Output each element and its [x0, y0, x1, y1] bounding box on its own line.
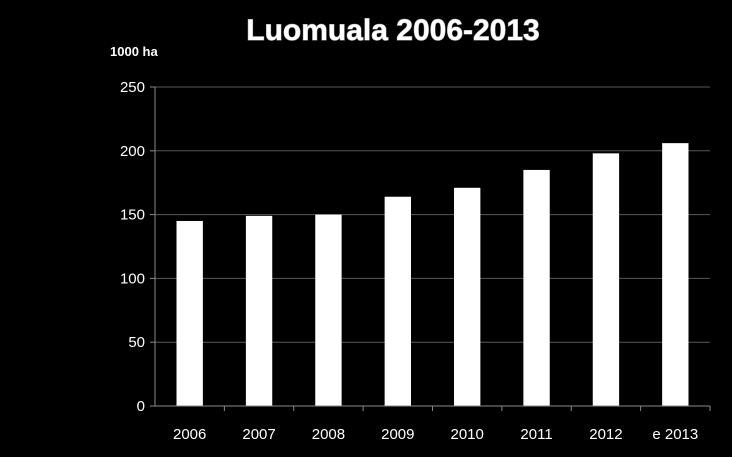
x-tick-label: 2010	[451, 426, 484, 443]
y-axis-unit-label: 1000 ha	[110, 44, 158, 59]
chart-title: Luomuala 2006-2013	[246, 14, 539, 47]
y-tick-label: 100	[120, 270, 145, 287]
bar-2012	[592, 153, 620, 406]
bar-2006	[176, 220, 203, 406]
x-tick-label: 2006	[173, 426, 206, 443]
x-tick-label: 2012	[589, 426, 622, 443]
x-tick-label: 2008	[312, 426, 345, 443]
gridlines	[155, 86, 710, 343]
x-tick-label: 2009	[381, 426, 414, 443]
bar-e-2013	[662, 143, 689, 407]
x-tick-label: e 2013	[652, 426, 698, 443]
y-tick-label: 0	[137, 398, 145, 415]
x-tick-label: 2011	[520, 426, 552, 443]
x-tick-label: 2007	[242, 426, 275, 443]
x-axis-ticks: 2006 2007 2008 2009 2010 2011 2012 e 2013	[173, 406, 711, 443]
bar-2011	[523, 169, 550, 406]
bar-2009	[384, 196, 411, 406]
y-tick-label: 50	[128, 334, 145, 351]
bar-2008	[315, 214, 342, 406]
bar-2010	[454, 187, 481, 406]
bars	[176, 143, 689, 407]
y-tick-label: 250	[120, 79, 145, 96]
y-tick-label: 150	[120, 207, 145, 224]
y-tick-label: 200	[120, 143, 145, 160]
bar-2007	[245, 215, 273, 406]
y-axis-ticks: 0 50 100 150 200 250	[120, 79, 155, 415]
